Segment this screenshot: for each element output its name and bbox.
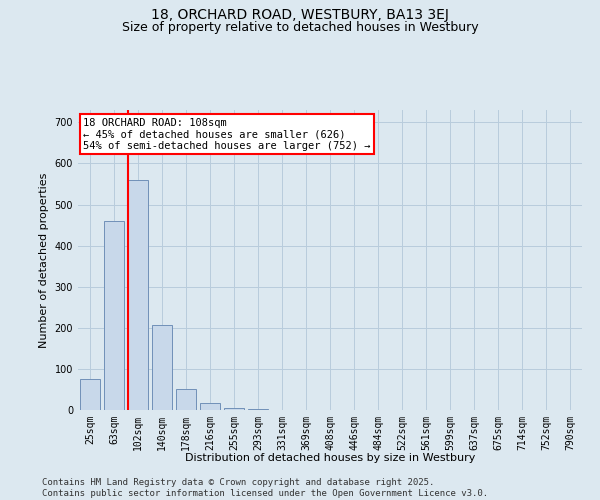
Bar bbox=[80, 379, 100, 410]
Text: 18 ORCHARD ROAD: 108sqm
← 45% of detached houses are smaller (626)
54% of semi-d: 18 ORCHARD ROAD: 108sqm ← 45% of detache… bbox=[83, 118, 371, 150]
Bar bbox=[176, 390, 196, 410]
Bar bbox=[224, 408, 244, 410]
Text: Size of property relative to detached houses in Westbury: Size of property relative to detached ho… bbox=[122, 21, 478, 34]
X-axis label: Distribution of detached houses by size in Westbury: Distribution of detached houses by size … bbox=[185, 453, 475, 463]
Bar bbox=[152, 325, 172, 410]
Bar bbox=[104, 221, 124, 410]
Bar bbox=[128, 180, 148, 410]
Bar bbox=[248, 409, 268, 410]
Text: Contains HM Land Registry data © Crown copyright and database right 2025.
Contai: Contains HM Land Registry data © Crown c… bbox=[42, 478, 488, 498]
Y-axis label: Number of detached properties: Number of detached properties bbox=[39, 172, 49, 348]
Text: 18, ORCHARD ROAD, WESTBURY, BA13 3EJ: 18, ORCHARD ROAD, WESTBURY, BA13 3EJ bbox=[151, 8, 449, 22]
Bar bbox=[200, 402, 220, 410]
